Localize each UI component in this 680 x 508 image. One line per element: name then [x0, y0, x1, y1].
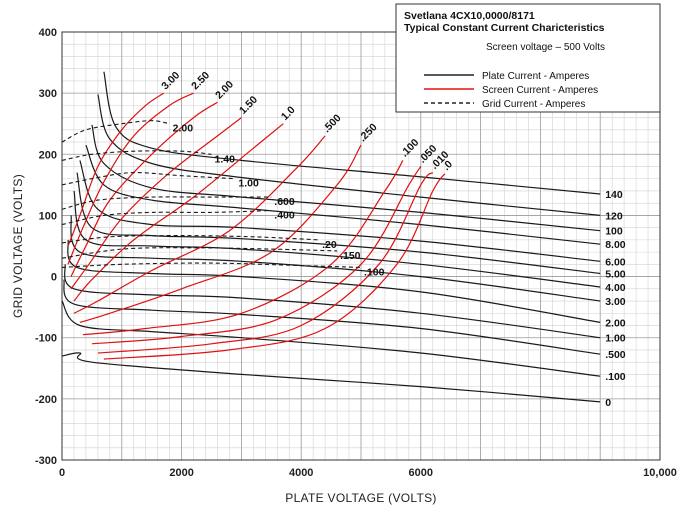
plate-current-curve	[79, 160, 601, 262]
grid-current-label: .400	[274, 210, 295, 222]
grid-current-curve	[61, 247, 338, 259]
grid-current-curves	[61, 120, 362, 268]
plate-current-label: 100	[605, 226, 623, 238]
legend-box	[395, 3, 661, 113]
screen-current-curve	[103, 173, 446, 360]
screen-current-curve	[70, 101, 218, 277]
plate-current-curve	[91, 124, 601, 232]
legend-label-plate: Plate Current - Amperes	[482, 71, 589, 82]
x-axis-title: PLATE VOLTAGE (VOLTS)	[285, 491, 436, 505]
x-tick-label: 6000	[409, 467, 433, 479]
screen-current-curve	[67, 92, 194, 265]
plate-current-label: 5.00	[605, 269, 626, 281]
plate-current-curve	[70, 215, 601, 302]
grid-current-curve	[61, 172, 236, 186]
plate-current-curve	[64, 264, 601, 339]
chart-title: Svetlana 4CX10,0000/8171	[404, 10, 535, 22]
plate-current-label: 120	[605, 210, 623, 222]
plate-current-label: 6.00	[605, 256, 626, 268]
plate-current-label: 3.00	[605, 296, 626, 308]
y-tick-label: -100	[35, 333, 57, 345]
grid-current-curve	[61, 235, 320, 244]
minor-gridlines	[62, 32, 660, 460]
chart-subtitle: Typical Constant Current Charicteristics	[404, 22, 605, 34]
screen-current-curves	[67, 92, 446, 360]
plate-current-curve	[67, 239, 601, 323]
x-tick-label: 4000	[289, 467, 313, 479]
legend: Svetlana 4CX10,0000/8171 Typical Constan…	[395, 3, 661, 113]
y-axis-ticks: 400 300 200 100 0 -100 -200 -300	[35, 27, 57, 467]
screen-current-curve	[70, 117, 242, 290]
plate-current-label: 2.00	[605, 317, 626, 329]
screen-voltage-note: Screen voltage – 500 Volts	[486, 42, 605, 53]
plate-current-label: .100	[605, 371, 626, 383]
plot-frame	[61, 31, 661, 461]
y-tick-label: 400	[39, 27, 57, 39]
screen-current-curve	[73, 135, 326, 314]
plate-current-curves	[61, 71, 601, 403]
screen-current-curve	[67, 92, 165, 247]
screen-current-curve	[91, 166, 422, 345]
plate-current-label: 1.00	[605, 333, 626, 345]
plate-current-curve	[61, 352, 601, 403]
screen-current-curve	[73, 123, 284, 302]
x-axis-ticks: 0 2000 4000 6000 10,000	[59, 467, 677, 479]
x-tick-label: 2000	[169, 467, 193, 479]
y-axis-title: GRID VOLTAGE (VOLTS)	[11, 174, 25, 318]
plate-current-label: .500	[605, 349, 626, 361]
y-tick-label: 100	[39, 210, 57, 222]
grid-current-label: 1.00	[238, 178, 259, 190]
grid-current-label: .20	[322, 239, 337, 251]
plate-current-curve	[73, 190, 601, 288]
plate-current-curve	[97, 94, 601, 216]
grid-current-curve	[61, 196, 272, 210]
grid-current-label: .150	[340, 250, 361, 262]
x-tick-label: 0	[59, 467, 65, 479]
grid-current-label: 1.40	[215, 153, 236, 165]
plate-current-curve	[76, 172, 601, 275]
legend-label-grid: Grid Current - Amperes	[482, 99, 585, 110]
screen-current-curve	[82, 160, 404, 336]
screen-current-curve	[97, 172, 434, 354]
y-tick-label: 300	[39, 88, 57, 100]
grid-current-curve	[61, 150, 212, 161]
y-tick-label: -300	[35, 455, 57, 467]
plate-current-curve	[85, 144, 601, 245]
grid-current-label: .100	[364, 266, 385, 278]
grid-current-curve	[61, 120, 170, 143]
y-tick-label: -200	[35, 394, 57, 406]
grid-current-label: .600	[274, 196, 295, 208]
plate-current-curve	[103, 71, 601, 195]
plate-current-label: 8.00	[605, 239, 626, 251]
plate-current-label: 0	[605, 397, 611, 409]
plate-current-curve	[63, 279, 601, 355]
x-tick-label: 10,000	[643, 467, 677, 479]
screen-current-curve	[79, 144, 362, 323]
legend-label-screen: Screen Current - Amperes	[482, 85, 598, 96]
grid-current-curve	[61, 209, 272, 226]
grid-current-curve	[61, 262, 362, 268]
plate-current-label: 4.00	[605, 282, 626, 294]
plate-current-label: 140	[605, 189, 623, 201]
plate-current-curve	[61, 300, 601, 377]
y-tick-label: 200	[39, 149, 57, 161]
grid-current-label: 2.00	[173, 123, 194, 135]
y-tick-label: 0	[51, 272, 57, 284]
